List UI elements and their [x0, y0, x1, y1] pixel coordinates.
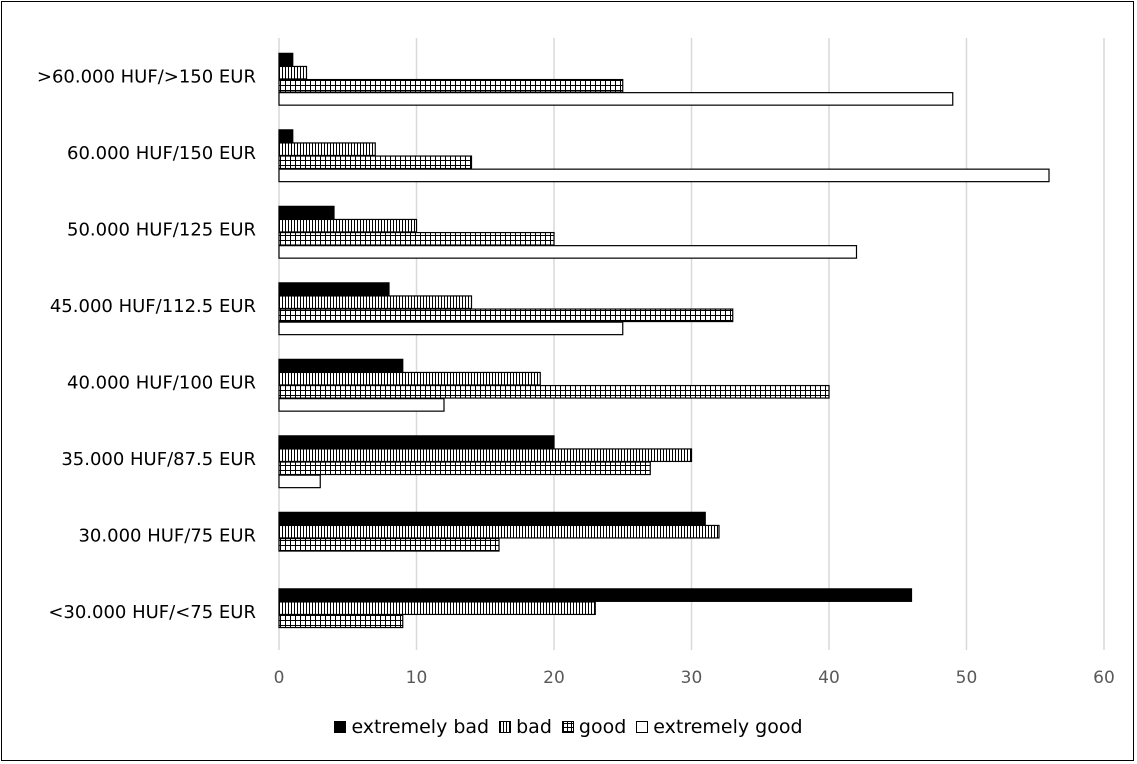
category-label: 35.000 HUF/87.5 EUR [61, 449, 256, 470]
legend: extremely bad bad good extremely good [0, 716, 1137, 738]
legend-item-extremely-bad: extremely bad [334, 716, 489, 738]
bar-good [278, 614, 404, 629]
category-label: 45.000 HUF/112.5 EUR [50, 296, 256, 317]
legend-item-good: good [561, 716, 627, 738]
category-label: 50.000 HUF/125 EUR [67, 219, 256, 240]
category-label: 60.000 HUF/150 EUR [67, 143, 256, 164]
bar-extremely-good [278, 92, 954, 106]
bar-bad [278, 295, 473, 310]
bar-bad [278, 218, 418, 233]
bar-extremely-bad [278, 511, 706, 526]
bar-extremely-bad [278, 205, 335, 220]
x-tick-label: 0 [274, 668, 285, 688]
bar-extremely-bad [278, 588, 913, 602]
category-label: 30.000 HUF/75 EUR [78, 525, 256, 546]
bar-bad [278, 65, 308, 80]
bar-bad [278, 524, 720, 539]
bar-good [278, 537, 500, 552]
bar-extremely-bad [278, 129, 294, 143]
bar-extremely-bad [278, 435, 555, 449]
bar-extremely-good [278, 321, 624, 336]
gridlines [278, 38, 1105, 650]
legend-item-bad: bad [499, 716, 552, 738]
bar-extremely-bad [278, 52, 294, 67]
bar-extremely-good [278, 398, 445, 412]
legend-swatch-grid [561, 721, 574, 733]
legend-label: extremely good [653, 716, 803, 738]
bar-good [278, 231, 555, 246]
x-tick-label: 20 [543, 668, 565, 688]
legend-label: extremely bad [351, 716, 490, 738]
bar-good [278, 308, 734, 323]
bar-extremely-bad [278, 358, 404, 373]
bar-bad [278, 142, 376, 157]
legend-swatch-empty [636, 721, 649, 733]
bar-bad [278, 601, 596, 616]
x-tick-label: 40 [818, 668, 840, 688]
category-label: 40.000 HUF/100 EUR [67, 372, 256, 393]
bar-good [278, 78, 624, 93]
bar-extremely-good [278, 168, 1050, 183]
x-tick-label: 10 [406, 668, 428, 688]
x-tick-labels: 0 10 20 30 40 50 60 [274, 668, 1115, 688]
x-tick-label: 30 [681, 668, 703, 688]
legend-label: bad [516, 716, 552, 738]
bar-bad [278, 371, 541, 386]
bar-extremely-bad [278, 282, 390, 296]
bar-extremely-good [278, 245, 858, 259]
bar-good [278, 461, 651, 476]
x-tick-label: 60 [1093, 668, 1115, 688]
x-tick-label: 50 [956, 668, 978, 688]
legend-label: good [578, 716, 627, 738]
bar-good [278, 155, 473, 170]
legend-swatch-solid [334, 721, 347, 733]
category-label: >60.000 HUF/>150 EUR [37, 66, 256, 87]
bar-good [278, 384, 830, 399]
bar-extremely-good [278, 474, 321, 489]
legend-swatch-vertical-lines [499, 721, 512, 733]
legend-item-extremely-good: extremely good [636, 716, 803, 738]
bars [278, 52, 1050, 629]
category-labels: >60.000 HUF/>150 EUR 60.000 HUF/150 EUR 50… [37, 66, 256, 623]
bar-bad [278, 448, 693, 463]
category-label: <30.000 HUF/<75 EUR [48, 602, 256, 623]
